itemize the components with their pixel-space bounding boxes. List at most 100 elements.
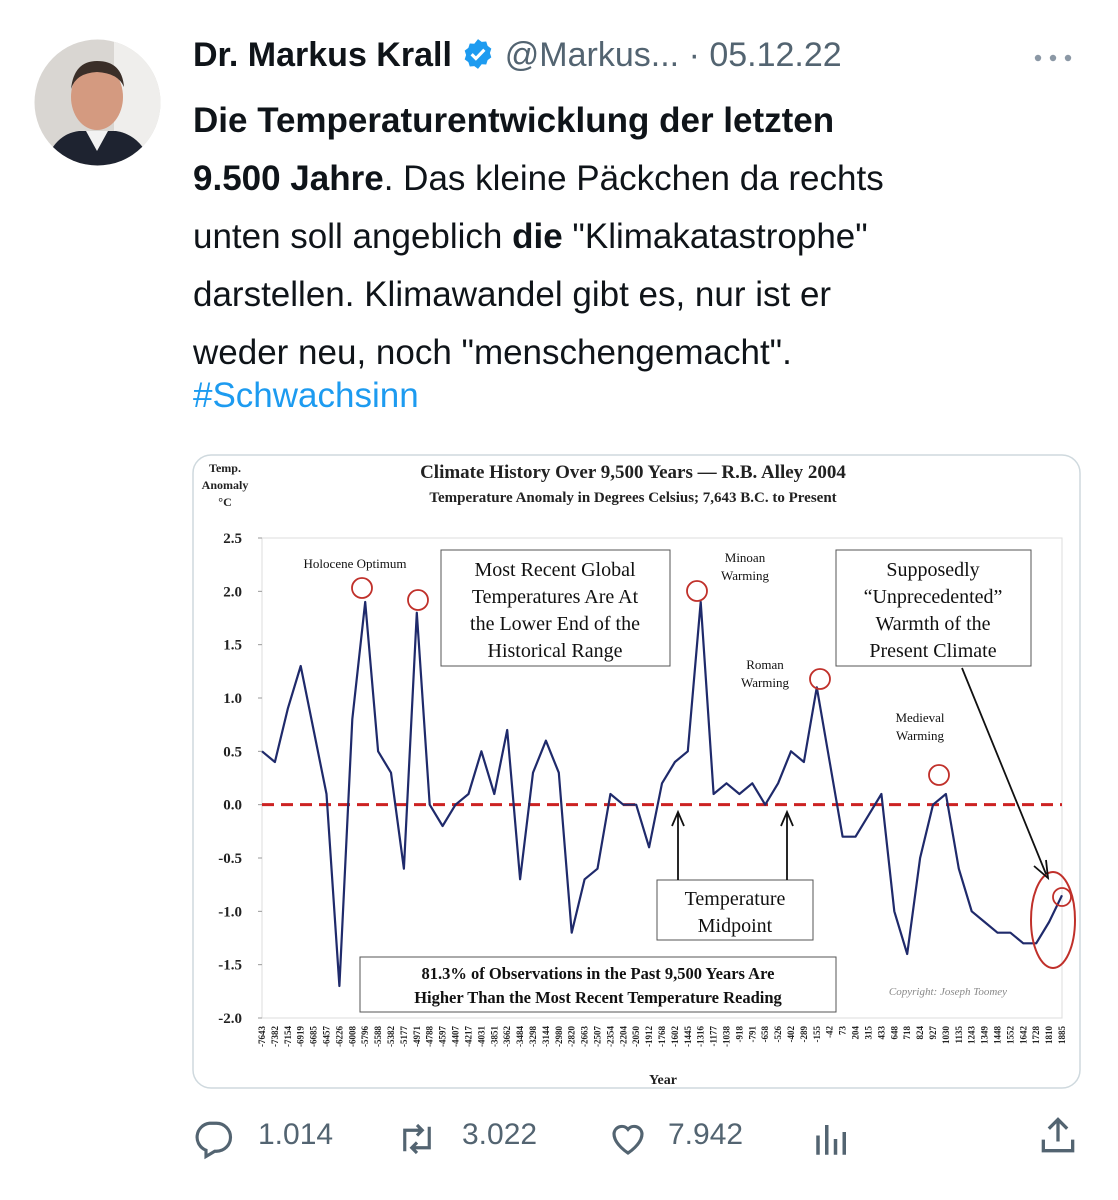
x-tick-label: 1642	[1018, 1026, 1028, 1045]
x-axis-label: Year	[649, 1073, 677, 1088]
retweet-icon[interactable]	[395, 1118, 439, 1160]
retweet-count[interactable]: 3.022	[462, 1118, 538, 1151]
x-tick-label: -2050	[631, 1026, 641, 1047]
x-tick-label: -155	[812, 1026, 822, 1043]
x-tick-label: -4597	[438, 1026, 448, 1047]
text: unten soll angeblich	[193, 217, 513, 256]
x-tick-label: -3662	[502, 1026, 512, 1047]
x-tick-label: -526	[773, 1026, 783, 1043]
peak-circle	[809, 668, 831, 690]
x-tick-label: -658	[760, 1026, 770, 1043]
x-tick-label: 1448	[992, 1026, 1002, 1045]
text: "Klimakatastrophe"	[562, 217, 868, 256]
x-tick-label: -3851	[489, 1026, 499, 1047]
x-tick-label: -6226	[334, 1026, 344, 1047]
annotation-box	[656, 879, 814, 941]
annotation: the Lower End of the	[470, 613, 640, 635]
annotation-shapes	[351, 549, 1076, 1013]
annotation: 81.3% of Observations in the Past 9,500 …	[422, 964, 775, 983]
y-axis-label: Temp.	[209, 461, 241, 475]
avatar[interactable]	[34, 39, 161, 166]
author-name[interactable]: Dr. Markus Krall	[193, 36, 452, 74]
x-tick-label: -5382	[386, 1026, 396, 1047]
date[interactable]: · 05.12.22	[688, 36, 842, 74]
share-icon[interactable]	[1036, 1114, 1080, 1158]
more-menu[interactable]	[1032, 48, 1074, 68]
y-tick-label: -1.5	[218, 958, 242, 974]
peak-circle	[928, 764, 950, 786]
x-tick-label: 73	[838, 1026, 848, 1036]
x-tick-label: -5588	[373, 1026, 383, 1047]
reply-count[interactable]: 1.014	[258, 1118, 334, 1151]
chart-subtitle: Temperature Anomaly in Degrees Celsius; …	[429, 490, 836, 506]
x-tick-label: -1768	[657, 1026, 667, 1047]
annotation: Supposedly	[886, 559, 979, 581]
x-tick-label: -7643	[257, 1026, 267, 1047]
handle[interactable]: @Markus...	[504, 36, 680, 74]
x-tick-label: -7154	[283, 1026, 293, 1047]
x-tick-label: 927	[928, 1026, 938, 1040]
temperature-line	[261, 600, 1063, 988]
x-tick-label: -2663	[580, 1026, 590, 1047]
annotation: Warming	[741, 675, 790, 690]
views-icon[interactable]	[810, 1118, 854, 1160]
y-axis-label: °C	[218, 495, 231, 509]
text-line: weder neu, noch "menschengemacht".	[193, 324, 884, 382]
x-tick-label: -2507	[592, 1026, 602, 1047]
y-axis-label: Anomaly	[202, 478, 249, 492]
y-tick-label: -0.5	[218, 851, 242, 867]
x-tick-label: -3298	[528, 1026, 538, 1047]
annotation: Holocene Optimum	[304, 556, 407, 571]
x-tick-label: -4031	[476, 1026, 486, 1047]
arrow	[671, 667, 1050, 881]
x-tick-label: 433	[876, 1026, 886, 1040]
x-tick-label: -1912	[644, 1026, 654, 1047]
verified-badge	[465, 39, 492, 69]
bold-text: die	[512, 217, 563, 256]
x-tick-label: -402	[786, 1026, 796, 1043]
x-tick-label: 1552	[1005, 1026, 1015, 1045]
annotation: Minoan	[725, 550, 766, 565]
x-tick-label: -791	[747, 1026, 757, 1043]
x-tick-label: -2980	[554, 1026, 564, 1047]
annotation: Medieval	[895, 710, 944, 725]
annotation: Midpoint	[698, 915, 773, 937]
x-tick-label: 1728	[1031, 1026, 1041, 1045]
x-tick-label: -2354	[605, 1026, 615, 1047]
x-tick-label: 204	[851, 1026, 861, 1040]
peak-circle	[407, 589, 429, 611]
x-tick-label: 824	[915, 1026, 925, 1040]
annotation: Historical Range	[488, 640, 623, 662]
x-tick-label: -4971	[412, 1026, 422, 1047]
y-tick-label: 1.5	[223, 638, 242, 654]
x-tick-label: -289	[799, 1026, 809, 1043]
y-tick-label: 1.0	[223, 691, 242, 707]
chart-title: Climate History Over 9,500 Years — R.B. …	[420, 462, 846, 483]
annotation: Most Recent Global	[474, 559, 636, 581]
text: . Das kleine Päckchen da rechts	[383, 159, 884, 198]
hashtag[interactable]: #Schwachsinn	[193, 376, 419, 415]
y-tick-label: 2.0	[223, 584, 242, 600]
x-tick-label: 1349	[980, 1026, 990, 1045]
annotation: Temperatures Are At	[472, 586, 639, 608]
y-tick-label: -2.0	[218, 1011, 242, 1027]
annotation-box	[440, 549, 671, 667]
x-tick-label: -3484	[515, 1026, 525, 1047]
like-icon[interactable]	[606, 1118, 650, 1160]
x-tick-label: -7382	[270, 1026, 280, 1047]
text-line: Die Temperaturentwicklung der letzten	[193, 92, 884, 150]
reply-icon[interactable]	[192, 1118, 234, 1160]
annotation: Higher Than the Most Recent Temperature …	[414, 988, 782, 1007]
x-tick-label: -5796	[360, 1026, 370, 1047]
like-count[interactable]: 7.942	[668, 1118, 744, 1151]
annotation: “Unprecedented”	[864, 586, 1003, 608]
peak-circle	[1052, 887, 1072, 907]
present-ellipse	[1030, 871, 1076, 969]
x-tick-label: 648	[889, 1026, 899, 1040]
x-tick-label: -918	[734, 1026, 744, 1043]
bold-text: Die Temperaturentwicklung der letzten	[193, 101, 835, 140]
annotation: Copyright: Joseph Toomey	[889, 986, 1007, 998]
annotation: Warming	[896, 728, 945, 743]
x-tick-label: -2820	[567, 1026, 577, 1047]
